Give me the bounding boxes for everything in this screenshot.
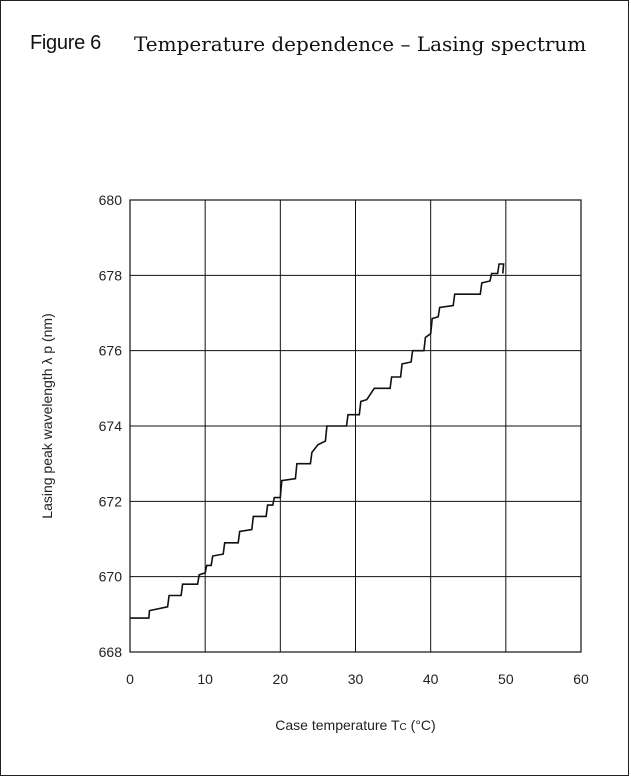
y-tick-label: 672 [99,493,123,509]
y-axis-label: Lasing peak wavelength λ p (nm) [39,313,55,518]
y-tick-label: 670 [99,569,123,585]
figure-label: Figure 6 [30,32,101,54]
x-tick-label: 0 [126,671,134,687]
x-tick-label: 40 [423,671,439,687]
plot-area [129,199,582,653]
x-axis-label-subscript: C [400,722,407,733]
series-line [130,263,505,619]
x-axis-ticks: 0 10 20 30 40 50 60 [126,671,589,687]
x-tick-label: 60 [573,671,589,687]
y-tick-label: 668 [99,644,123,660]
x-axis-label: Case temperature TC (°C) [275,717,435,733]
x-tick-label: 20 [273,671,289,687]
y-tick-label: 676 [99,343,123,359]
y-tick-label: 674 [99,418,123,434]
x-tick-label: 30 [348,671,364,687]
x-tick-label: 10 [197,671,213,687]
x-tick-label: 50 [498,671,514,687]
y-tick-label: 678 [99,267,123,283]
y-axis-ticks: 668 670 672 674 676 678 680 [99,192,123,660]
figure-title: Temperature dependence – Lasing spectrum [134,32,587,56]
x-axis-label-unit: (°C) [407,717,436,733]
x-axis-label-main: Case temperature T [275,717,400,733]
y-tick-label: 680 [99,192,123,208]
